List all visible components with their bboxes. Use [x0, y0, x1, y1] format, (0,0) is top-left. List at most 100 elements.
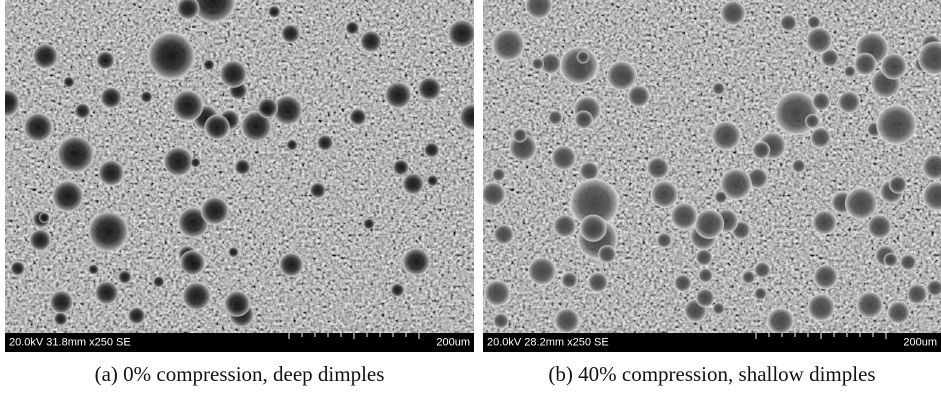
- dimple: [204, 115, 229, 140]
- scale-label: 200um: [436, 336, 470, 348]
- dimple: [598, 245, 616, 263]
- dimple: [580, 215, 607, 242]
- dimple: [805, 114, 820, 129]
- dimple: [792, 159, 806, 173]
- dimple: [900, 254, 917, 271]
- dimple: [39, 212, 50, 223]
- dimple: [651, 181, 678, 208]
- dimple: [52, 180, 84, 212]
- dimple: [844, 65, 856, 77]
- dimple: [33, 43, 59, 69]
- dimple: [812, 92, 831, 111]
- dimple: [393, 159, 409, 175]
- dimple: [180, 250, 205, 275]
- dimple: [74, 103, 90, 119]
- dimple: [532, 58, 544, 70]
- dimple: [712, 82, 725, 95]
- dimple: [345, 21, 359, 35]
- dimple: [561, 272, 578, 289]
- dimple: [484, 280, 511, 307]
- dimple: [281, 24, 300, 43]
- dimple: [754, 287, 767, 300]
- dimple: [88, 264, 99, 275]
- dimple: [698, 268, 713, 283]
- dimple: [574, 110, 593, 129]
- dimple: [418, 77, 442, 101]
- dimple: [100, 87, 122, 109]
- dimple: [286, 139, 298, 151]
- dimple: [513, 128, 528, 143]
- dimple: [201, 197, 229, 225]
- dimple: [907, 284, 928, 305]
- dimple: [57, 136, 95, 174]
- dimple: [856, 291, 883, 318]
- dimple: [696, 288, 715, 307]
- dimple: [402, 248, 430, 276]
- dimple: [140, 91, 152, 103]
- dimple: [711, 121, 741, 151]
- dimple: [182, 282, 211, 311]
- dimple: [812, 210, 837, 235]
- dimple: [257, 98, 278, 119]
- dimple: [670, 203, 697, 230]
- dimple: [492, 29, 525, 62]
- dimple: [493, 224, 514, 245]
- dimple: [553, 214, 576, 237]
- dimple: [656, 233, 672, 249]
- dimple: [128, 307, 146, 325]
- dimple: [845, 187, 878, 220]
- dimple: [607, 61, 637, 91]
- dimple: [29, 229, 51, 251]
- sem-info: 20.0kV 28.2mm x250 SE: [487, 336, 609, 348]
- dimple: [752, 141, 770, 159]
- dimple: [10, 261, 25, 276]
- dimple: [674, 274, 692, 292]
- dimple: [492, 168, 506, 182]
- dimple: [720, 0, 745, 25]
- dimple: [742, 270, 756, 284]
- dimple: [153, 276, 165, 288]
- dimple: [98, 160, 124, 186]
- dimple: [148, 32, 195, 79]
- scale-label: 200um: [903, 336, 937, 348]
- dimple: [867, 214, 892, 239]
- sem-image-a: 20.0kV 31.8mm x250 SE 200um: [5, 0, 474, 352]
- dimple: [95, 281, 119, 305]
- dimple: [548, 110, 563, 125]
- dimple: [767, 308, 794, 335]
- dimple: [813, 264, 838, 289]
- sem-image: 20.0kV 31.8mm x250 SE 200um: [5, 0, 474, 352]
- dimple: [880, 53, 907, 80]
- dimple: [391, 283, 405, 297]
- dimple: [96, 51, 115, 70]
- dimple: [224, 290, 250, 316]
- sem-image: 20.0kV 28.2mm x250 SE 200um: [483, 0, 941, 352]
- dimple: [560, 46, 599, 85]
- dimple: [424, 142, 440, 158]
- dimple: [228, 247, 239, 258]
- dimple: [118, 270, 132, 284]
- dimple: [172, 90, 204, 122]
- dimple: [234, 159, 250, 175]
- dimple: [54, 312, 68, 326]
- dimple: [23, 113, 53, 143]
- dimple: [714, 191, 727, 204]
- dimple: [203, 59, 215, 71]
- dimple: [551, 145, 576, 170]
- sem-image-b: 20.0kV 28.2mm x250 SE 200um: [483, 0, 941, 352]
- dimple: [554, 308, 579, 333]
- dimple: [279, 252, 303, 276]
- info-bar: 20.0kV 28.2mm x250 SE 200um: [483, 333, 941, 352]
- dimple: [163, 147, 193, 177]
- dimple: [360, 30, 382, 52]
- dimple: [588, 272, 609, 293]
- dimple: [579, 161, 599, 181]
- dimple: [807, 294, 835, 322]
- dimple: [780, 14, 797, 31]
- dimple: [528, 257, 557, 286]
- dimple: [854, 53, 877, 76]
- dimple: [695, 249, 712, 266]
- dimple: [317, 135, 333, 151]
- dimple: [647, 157, 670, 180]
- sem-info: 20.0kV 31.8mm x250 SE: [9, 336, 131, 348]
